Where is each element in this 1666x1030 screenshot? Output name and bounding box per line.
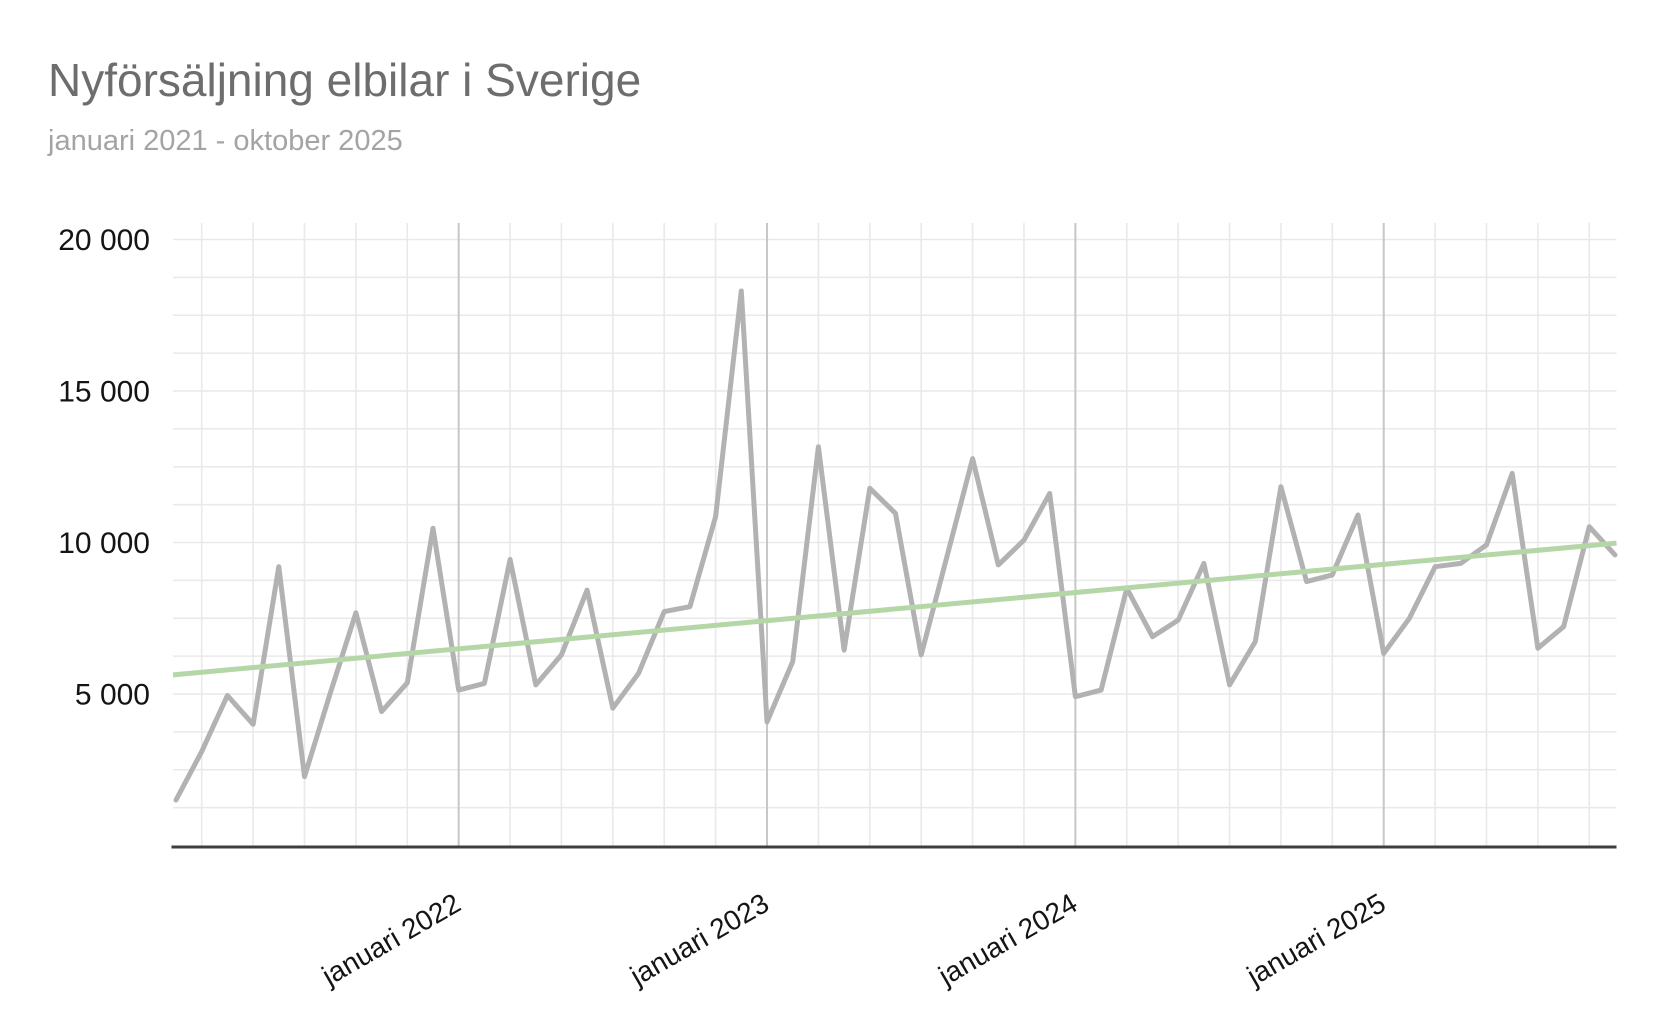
y-tick-label: 10 000: [58, 527, 150, 560]
data-series: [173, 288, 1618, 803]
trend-line-group: [172, 540, 1617, 678]
x-tick-label: januari 2025: [1241, 887, 1391, 991]
vertical-gridlines: [200, 223, 1591, 846]
chart-title: Nyförsäljning elbilar i Sverige: [48, 54, 642, 106]
x-tick-label: januari 2024: [933, 887, 1083, 991]
y-tick-label: 15 000: [58, 376, 150, 409]
y-tick-label: 20 000: [58, 224, 150, 257]
x-axis-labels: januari 2022 januari 2023 januari 2024 janu…: [316, 887, 1391, 991]
trend-line: [172, 540, 1617, 678]
sales-line: [173, 288, 1618, 803]
y-tick-label: 5 000: [75, 679, 150, 712]
chart-subtitle: januari 2021 - oktober 2025: [48, 125, 403, 157]
horizontal-gridlines: [173, 238, 1617, 809]
y-axis-labels: 5 000 10 000 15 000 20 000: [58, 224, 150, 712]
x-tick-label: januari 2023: [624, 887, 774, 991]
x-tick-label: januari 2022: [316, 887, 466, 991]
